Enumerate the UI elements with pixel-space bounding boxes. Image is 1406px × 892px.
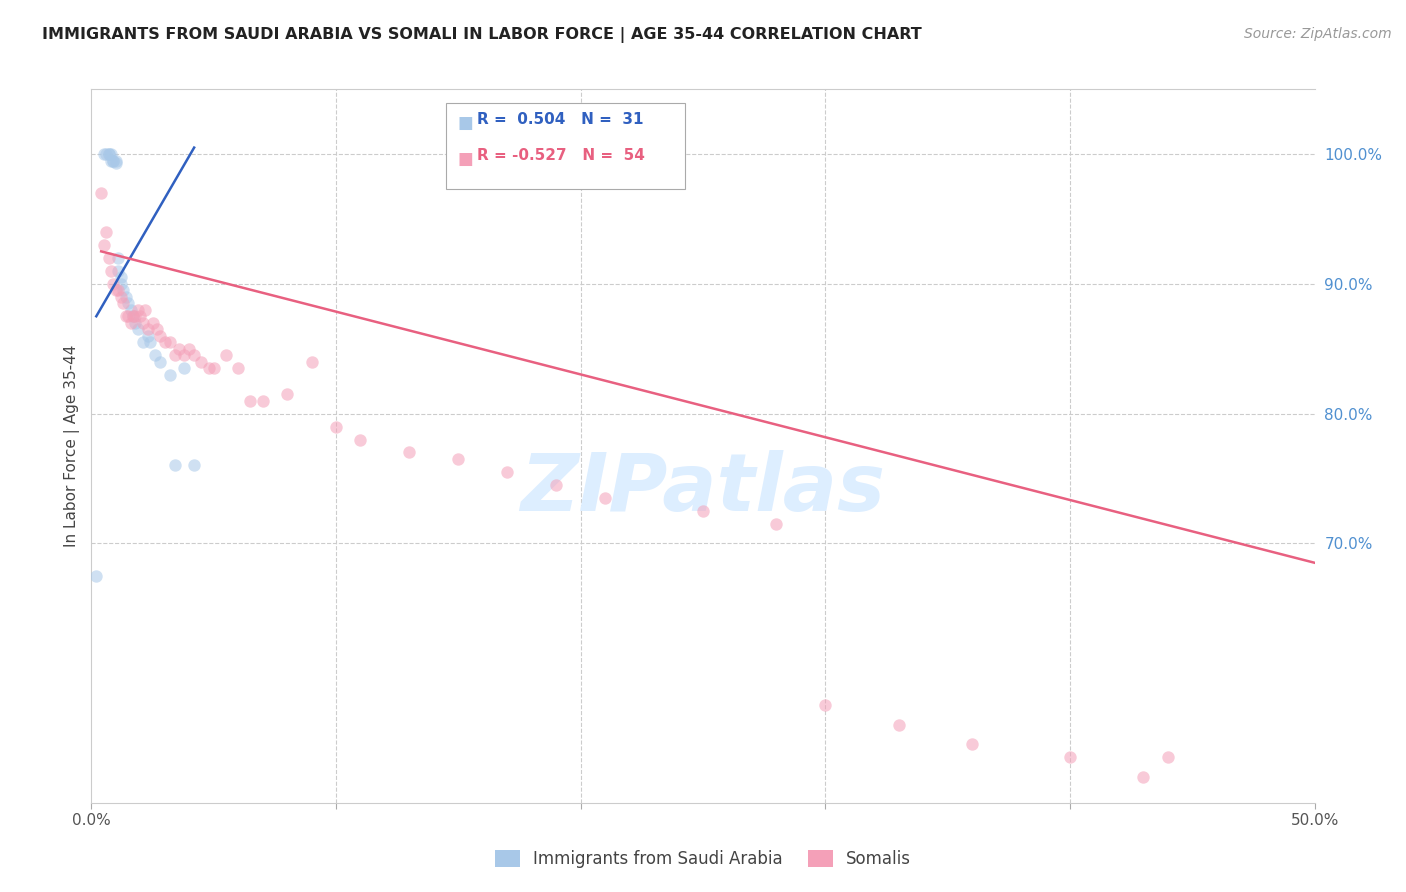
Point (276, 387, 298, 401)
Point (124, 316, 146, 330)
Point (97, 147, 120, 161)
Point (349, 433, 371, 447)
Point (134, 302, 156, 317)
Point (110, 277, 132, 291)
Point (1157, 750, 1180, 764)
Y-axis label: In Labor Force | Age 35-44: In Labor Force | Age 35-44 (65, 345, 80, 547)
Point (104, 156, 127, 170)
Point (127, 322, 149, 336)
Point (301, 354, 323, 368)
Point (114, 310, 136, 324)
Text: ZIPatlas: ZIPatlas (520, 450, 886, 528)
Point (112, 283, 135, 297)
Point (960, 738, 983, 752)
Point (107, 283, 129, 297)
Point (149, 354, 172, 368)
Point (814, 698, 837, 713)
Point (100, 264, 122, 278)
Point (153, 335, 176, 350)
Point (141, 316, 163, 330)
Point (593, 491, 616, 505)
Point (114, 290, 136, 304)
Point (252, 393, 274, 408)
Point (169, 342, 191, 356)
Point (100, 153, 122, 168)
Point (215, 348, 238, 362)
Point (1059, 750, 1081, 764)
Point (179, 342, 201, 356)
Point (692, 504, 714, 518)
Point (110, 270, 132, 285)
Point (546, 478, 568, 492)
Point (129, 310, 152, 324)
Point (90, 186, 112, 200)
Point (110, 290, 132, 304)
Text: IMMIGRANTS FROM SAUDI ARABIA VS SOMALI IN LABOR FORCE | AGE 35-44 CORRELATION CH: IMMIGRANTS FROM SAUDI ARABIA VS SOMALI I… (42, 27, 922, 43)
Text: R = -0.527   N =  54: R = -0.527 N = 54 (477, 148, 645, 163)
Point (117, 310, 139, 324)
Point (496, 465, 519, 479)
Point (173, 348, 195, 362)
Point (159, 335, 181, 350)
Point (127, 302, 149, 317)
Point (226, 361, 249, 376)
Point (107, 251, 129, 265)
Text: R =  0.504   N =  31: R = 0.504 N = 31 (477, 112, 644, 128)
Point (93, 238, 115, 252)
Point (325, 419, 347, 434)
Point (447, 452, 470, 467)
Point (93, 147, 115, 161)
Point (103, 277, 125, 291)
Point (398, 445, 420, 459)
Point (122, 310, 145, 324)
Point (183, 348, 205, 362)
Point (149, 328, 172, 343)
Point (132, 335, 155, 350)
Point (132, 316, 155, 330)
Point (117, 296, 139, 310)
Point (136, 322, 159, 336)
Point (173, 361, 195, 376)
Point (97, 147, 120, 161)
Point (143, 348, 166, 362)
Point (139, 335, 162, 350)
Point (887, 718, 910, 732)
Point (107, 264, 129, 278)
Point (190, 354, 212, 368)
Point (104, 153, 127, 168)
Point (198, 361, 221, 376)
Point (103, 153, 125, 168)
Point (136, 328, 159, 343)
Point (120, 316, 142, 330)
Text: ■: ■ (457, 114, 474, 132)
Point (1132, 770, 1154, 784)
Text: ■: ■ (457, 150, 474, 168)
Point (239, 393, 262, 408)
Point (84, 568, 107, 582)
Point (122, 310, 145, 324)
Point (163, 348, 186, 362)
Point (124, 310, 146, 324)
Point (97, 251, 120, 265)
Point (183, 458, 205, 473)
Point (120, 302, 142, 317)
Point (100, 147, 122, 161)
Point (103, 153, 125, 168)
Point (765, 516, 787, 531)
Point (163, 458, 186, 473)
Point (112, 296, 135, 310)
Point (94, 147, 117, 161)
Point (159, 368, 181, 382)
Point (104, 283, 127, 297)
Legend: Immigrants from Saudi Arabia, Somalis: Immigrants from Saudi Arabia, Somalis (488, 843, 918, 875)
Point (202, 361, 225, 376)
Point (94, 225, 117, 239)
Text: Source: ZipAtlas.com: Source: ZipAtlas.com (1244, 27, 1392, 41)
Point (146, 322, 169, 336)
